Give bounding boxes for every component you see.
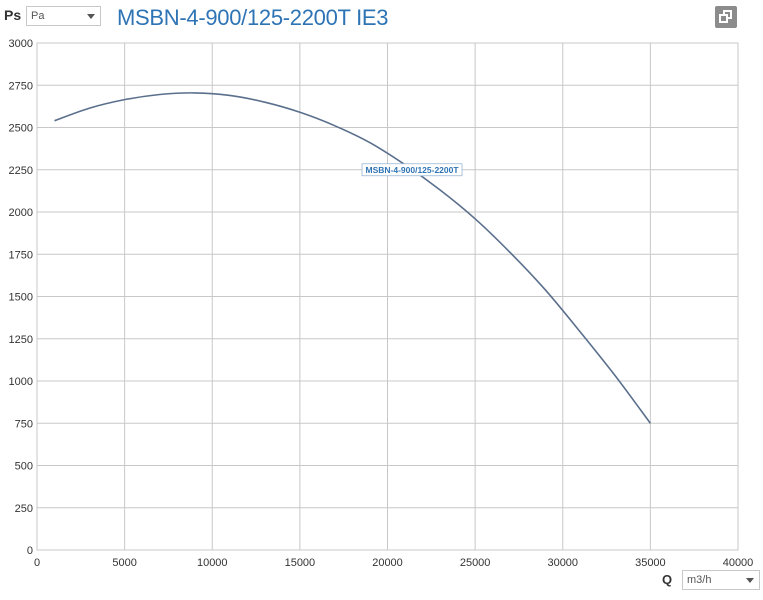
x-axis-ticks: 0 5000 10000 15000 20000 25000 30000 35000 40000 bbox=[34, 557, 753, 569]
series-label-text: MSBN-4-900/125-2200T bbox=[365, 165, 459, 175]
y-tick-label: 2000 bbox=[9, 207, 33, 219]
y-tick-label: 1000 bbox=[9, 376, 33, 388]
pressure-unit-value: Pa bbox=[31, 10, 45, 22]
x-tick-label: 15000 bbox=[285, 557, 316, 569]
y-tick-label: 750 bbox=[15, 418, 33, 430]
y-tick-label: 3000 bbox=[9, 38, 33, 50]
y-axis-symbol: Ps bbox=[4, 7, 22, 23]
y-tick-label: 1750 bbox=[9, 249, 33, 261]
x-tick-label: 30000 bbox=[547, 557, 578, 569]
flow-unit-value: m3/h bbox=[687, 574, 712, 586]
flow-unit-select[interactable]: m3/h bbox=[682, 570, 760, 590]
y-tick-label: 1500 bbox=[9, 292, 33, 304]
x-tick-label: 20000 bbox=[372, 557, 403, 569]
y-axis-ticks: 0 250 500 750 1000 1250 1500 1750 2000 2250 2500 27… bbox=[9, 38, 33, 557]
grid-lines bbox=[36, 42, 739, 551]
y-tick-label: 250 bbox=[15, 503, 33, 515]
x-tick-label: 40000 bbox=[723, 557, 754, 569]
y-tick-label: 500 bbox=[15, 461, 33, 473]
y-tick-label: 2500 bbox=[9, 123, 33, 135]
x-tick-label: 5000 bbox=[112, 557, 136, 569]
x-tick-label: 35000 bbox=[635, 557, 666, 569]
series-label: MSBN-4-900/125-2200T bbox=[361, 163, 463, 177]
x-tick-label: 0 bbox=[34, 557, 40, 569]
chart-title: MSBN-4-900/125-2200T IE3 bbox=[117, 5, 389, 30]
x-axis-symbol: Q bbox=[662, 572, 673, 587]
x-tick-label: 25000 bbox=[460, 557, 491, 569]
chevron-down-icon bbox=[746, 578, 754, 583]
copy-button[interactable] bbox=[715, 6, 737, 28]
y-tick-label: 2750 bbox=[9, 80, 33, 92]
y-tick-label: 1250 bbox=[9, 334, 33, 346]
pressure-unit-select[interactable]: Pa bbox=[26, 6, 101, 26]
y-tick-label: 0 bbox=[27, 545, 33, 557]
chevron-down-icon bbox=[87, 14, 95, 19]
series-group: MSBN-4-900/125-2200T bbox=[54, 92, 652, 424]
series-line[interactable] bbox=[54, 92, 652, 424]
y-tick-label: 2250 bbox=[9, 165, 33, 177]
x-tick-label: 10000 bbox=[197, 557, 228, 569]
